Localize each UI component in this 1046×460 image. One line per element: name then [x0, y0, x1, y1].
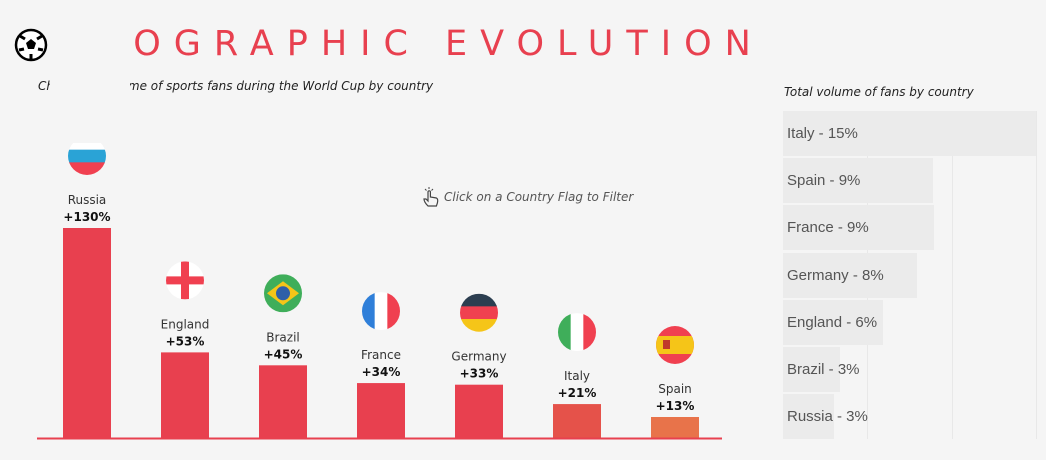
- volume-bar-italy[interactable]: [783, 111, 1036, 156]
- flag-germany-icon[interactable]: [460, 293, 498, 332]
- volume-chart-title: Total volume of fans by country: [784, 85, 974, 99]
- change-bar-chart: +130% Russia +53% England +45% Brazil +34% Fran…: [37, 0, 722, 440]
- volume-bar-label: Brazil - 3%: [787, 361, 860, 378]
- volume-bar-france[interactable]: [783, 205, 934, 251]
- volume-bar-label: England - 6%: [787, 313, 878, 331]
- volume-bar-spain[interactable]: [783, 158, 933, 204]
- bar-germany: [455, 384, 503, 438]
- bar-category-label: France: [361, 348, 401, 362]
- flag-clip-mask: [50, 0, 130, 143]
- bar-value-label: +45%: [264, 347, 303, 361]
- volume-bar-england[interactable]: [783, 299, 883, 345]
- bar-value-label: +33%: [460, 367, 499, 381]
- soccer-ball-icon: [14, 28, 48, 62]
- volume-bar-russia[interactable]: [783, 394, 834, 440]
- filter-hint-text: Click on a Country Flag to Filter: [444, 190, 634, 204]
- bar-italy: [553, 404, 601, 438]
- bar-value-label: +34%: [362, 365, 401, 379]
- bar-category-label: Germany: [451, 350, 506, 364]
- bar-value-label: +53%: [166, 334, 205, 348]
- page-title: GEOGRAPHIC EVOLUTION: [58, 24, 764, 64]
- bar-russia: [63, 228, 111, 438]
- chart-subtitle: Change in volume of sports fans during t…: [38, 79, 434, 93]
- flag-spain-icon[interactable]: [656, 326, 694, 364]
- bar-spain: [651, 417, 699, 438]
- bar-category-label: England: [161, 317, 210, 331]
- flag-italy-icon[interactable]: [558, 313, 597, 352]
- bar-category-label: Russia: [68, 193, 107, 207]
- volume-bar-label: Italy - 15%: [787, 125, 858, 142]
- flag-france-icon[interactable]: [362, 292, 401, 331]
- bar-category-label: Brazil: [266, 330, 300, 344]
- volume-bar-label: France - 9%: [787, 219, 869, 237]
- bar-value-label: +130%: [63, 210, 110, 224]
- bar-brazil: [259, 365, 307, 438]
- bar-value-label: +21%: [558, 386, 597, 400]
- volume-bar-brazil[interactable]: [783, 347, 840, 392]
- volume-bar-label: Russia - 3%: [787, 408, 868, 426]
- bar-france: [357, 383, 405, 438]
- bar-value-label: +13%: [656, 399, 695, 413]
- flag-brazil-icon[interactable]: [264, 274, 302, 313]
- bar-england: [161, 352, 209, 438]
- gridline: [1036, 111, 1037, 439]
- bar-category-label: Italy: [564, 369, 590, 383]
- bar-category-label: Spain: [658, 382, 692, 396]
- volume-bar-label: Spain - 9%: [787, 172, 861, 190]
- volume-bar-label: Germany - 8%: [787, 266, 884, 284]
- gridline: [952, 111, 953, 439]
- flag-england-icon[interactable]: [166, 261, 204, 300]
- filter-hint: Click on a Country Flag to Filter: [422, 186, 633, 208]
- volume-bar-germany[interactable]: [783, 252, 917, 298]
- pointer-hand-icon: [423, 187, 439, 207]
